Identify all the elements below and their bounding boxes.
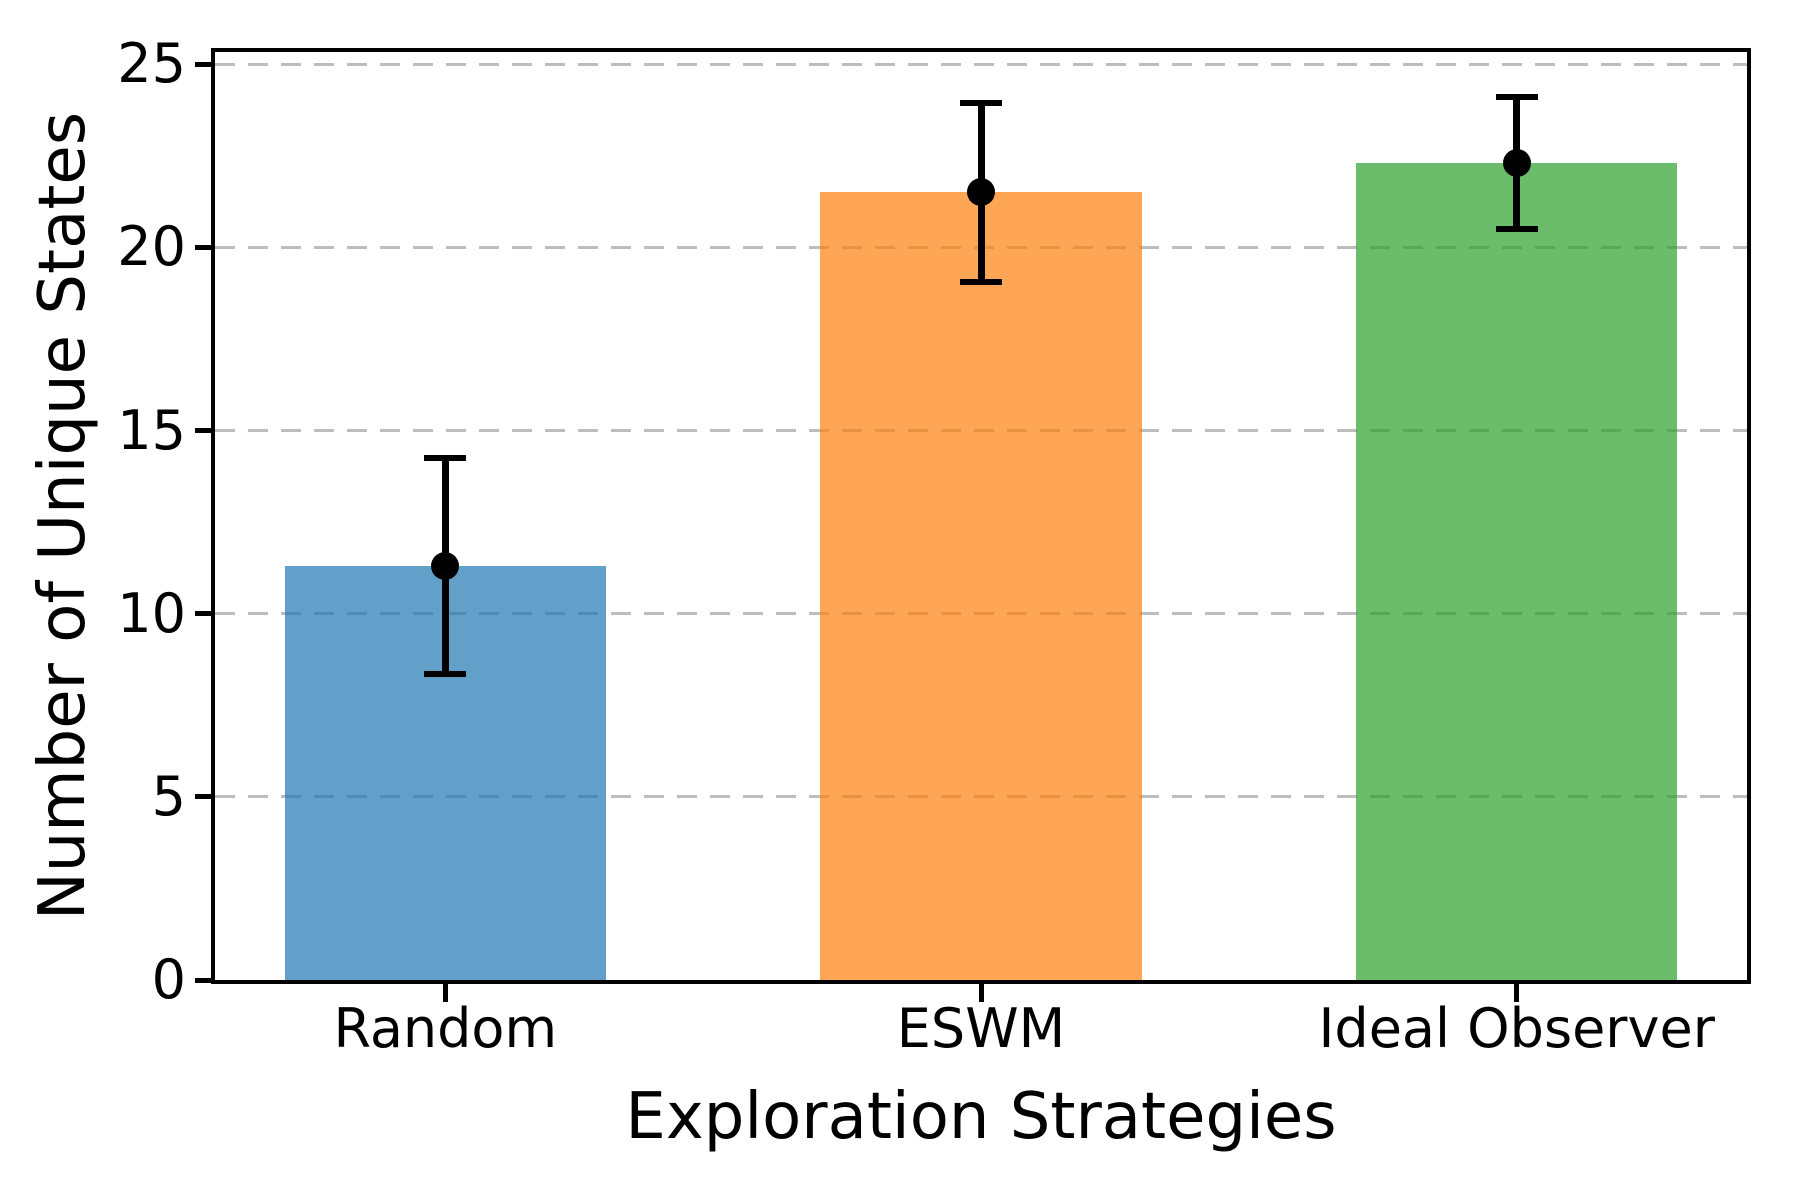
y-tick-label-0: 0 — [151, 948, 186, 1011]
error-bar-cap-bottom-random — [424, 671, 467, 678]
x-tick-label-eswm: ESWM — [896, 997, 1066, 1060]
error-bar-cap-bottom-ideal-observer — [1495, 226, 1538, 232]
error-bar-cap-bottom-eswm — [960, 279, 1002, 286]
x-tick-mark-random — [442, 984, 448, 1002]
y-axis-title: Number of Unique States — [26, 111, 100, 921]
x-tick-label-ideal-observer: Ideal Observer — [1318, 997, 1715, 1060]
y-tick-label-10: 10 — [117, 581, 186, 645]
y-tick-label-20: 20 — [117, 215, 186, 279]
mean-marker-eswm — [967, 178, 995, 207]
x-tick-label-random: Random — [333, 997, 558, 1060]
y-tick-label-25: 25 — [117, 32, 186, 96]
y-tick-mark-5 — [195, 794, 213, 800]
y-tick-mark-10 — [195, 611, 213, 617]
error-bar-cap-top-random — [424, 454, 467, 461]
mean-marker-ideal-observer — [1502, 149, 1531, 177]
error-bar-cap-top-eswm — [960, 99, 1002, 106]
y-tick-mark-20 — [195, 244, 213, 250]
y-tick-mark-0 — [195, 977, 213, 983]
x-axis-title: Exploration Strategies — [625, 1080, 1337, 1154]
error-bar-cap-top-ideal-observer — [1495, 94, 1538, 101]
gridline-y-25 — [215, 62, 1747, 66]
bar-ideal-observer — [1356, 163, 1678, 980]
y-tick-mark-15 — [195, 428, 213, 433]
x-tick-mark-ideal-observer — [1514, 984, 1520, 1002]
y-tick-label-15: 15 — [117, 398, 186, 462]
y-tick-label-5: 5 — [151, 764, 186, 828]
y-tick-mark-25 — [195, 61, 213, 67]
x-tick-mark-eswm — [978, 984, 984, 1002]
bar-eswm — [820, 192, 1142, 980]
mean-marker-random — [431, 552, 460, 580]
